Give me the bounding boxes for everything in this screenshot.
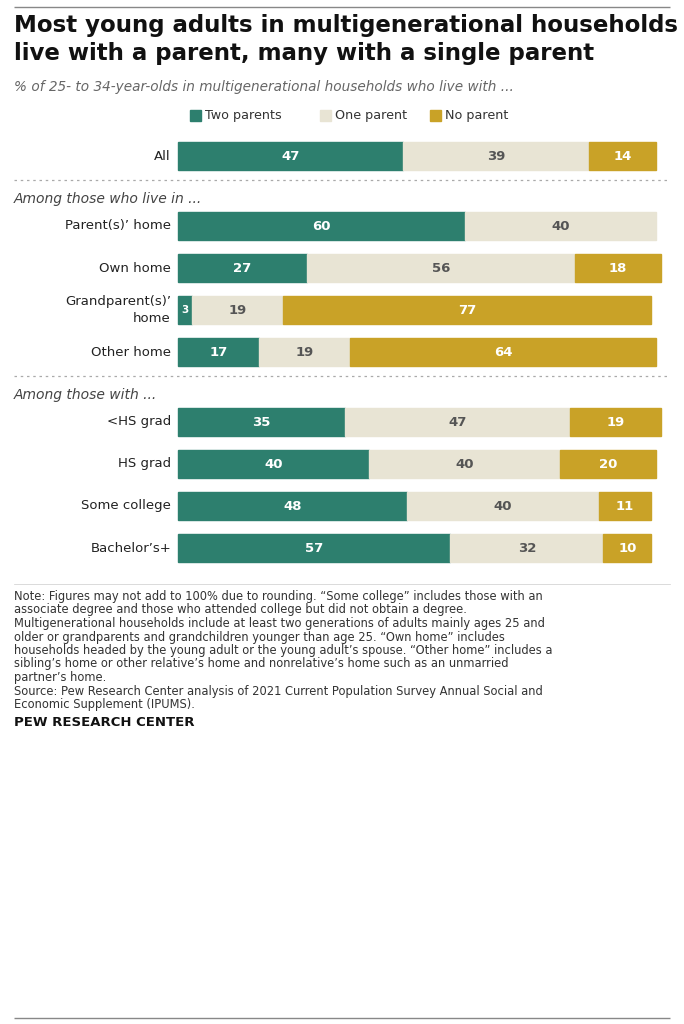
Text: 64: 64 (494, 345, 512, 358)
Text: Grandparent(s)’: Grandparent(s)’ (65, 296, 171, 308)
Text: 19: 19 (295, 345, 314, 358)
Text: Source: Pew Research Center analysis of 2021 Current Population Survey Annual So: Source: Pew Research Center analysis of … (14, 684, 542, 697)
Text: All: All (155, 150, 171, 163)
Text: 19: 19 (228, 303, 247, 316)
Bar (603, 534, 651, 562)
Text: Among those with ...: Among those with ... (14, 388, 157, 402)
Text: Parent(s)’ home: Parent(s)’ home (65, 219, 171, 232)
Bar (345, 408, 570, 436)
Bar (451, 534, 603, 562)
Bar (369, 450, 560, 478)
Text: 11: 11 (616, 500, 634, 512)
Text: Multigenerational households include at least two generations of adults mainly a: Multigenerational households include at … (14, 617, 545, 630)
Bar (259, 338, 350, 366)
Bar (178, 254, 307, 282)
Text: live with a parent, many with a single parent: live with a parent, many with a single p… (14, 42, 594, 65)
Bar (178, 212, 465, 240)
Text: 40: 40 (551, 219, 570, 232)
Text: 14: 14 (614, 150, 632, 163)
Text: HS grad: HS grad (118, 458, 171, 470)
Text: associate degree and those who attended college but did not obtain a degree.: associate degree and those who attended … (14, 603, 467, 616)
Bar (403, 142, 589, 170)
Bar (465, 212, 656, 240)
Bar (178, 408, 345, 436)
Text: 40: 40 (494, 500, 512, 512)
Text: % of 25- to 34-year-olds in multigenerational households who live with ...: % of 25- to 34-year-olds in multigenerat… (14, 80, 514, 94)
Text: 39: 39 (487, 150, 505, 163)
Text: home: home (133, 311, 171, 325)
Text: <HS grad: <HS grad (107, 416, 171, 428)
Text: 47: 47 (281, 150, 300, 163)
Text: No parent: No parent (445, 109, 508, 122)
Text: 17: 17 (209, 345, 228, 358)
Bar (178, 450, 369, 478)
Text: 10: 10 (618, 542, 637, 555)
Bar (307, 254, 575, 282)
Bar (575, 254, 661, 282)
Text: Other home: Other home (91, 345, 171, 358)
Text: Two parents: Two parents (205, 109, 282, 122)
Text: 35: 35 (252, 416, 271, 428)
Text: 48: 48 (283, 500, 302, 512)
Bar (178, 534, 451, 562)
Bar (320, 110, 331, 121)
Text: Most young adults in multigenerational households: Most young adults in multigenerational h… (14, 14, 678, 37)
Text: sibling’s home or other relative’s home and nonrelative’s home such as an unmarr: sibling’s home or other relative’s home … (14, 657, 508, 671)
Bar (283, 296, 651, 324)
Bar (178, 492, 408, 520)
Text: Among those who live in ...: Among those who live in ... (14, 193, 202, 206)
Text: 20: 20 (599, 458, 618, 470)
Bar (570, 408, 661, 436)
Text: older or grandparents and grandchildren younger than age 25. “Own home” includes: older or grandparents and grandchildren … (14, 631, 505, 643)
Text: Note: Figures may not add to 100% due to rounding. “Some college” includes those: Note: Figures may not add to 100% due to… (14, 590, 542, 603)
Text: 60: 60 (312, 219, 330, 232)
Bar (430, 110, 441, 121)
Text: 40: 40 (456, 458, 474, 470)
Text: 56: 56 (432, 261, 450, 274)
Bar (598, 492, 651, 520)
Text: 18: 18 (609, 261, 627, 274)
Text: 3: 3 (181, 305, 189, 315)
Bar (408, 492, 598, 520)
Text: 19: 19 (606, 416, 624, 428)
Text: One parent: One parent (335, 109, 407, 122)
Text: households headed by the young adult or the young adult’s spouse. “Other home” i: households headed by the young adult or … (14, 644, 553, 657)
Text: partner’s home.: partner’s home. (14, 671, 106, 684)
Bar (178, 142, 403, 170)
Text: Some college: Some college (81, 500, 171, 512)
Text: 32: 32 (518, 542, 536, 555)
Bar (178, 296, 192, 324)
Text: 27: 27 (233, 261, 252, 274)
Text: 47: 47 (449, 416, 466, 428)
Bar (589, 142, 656, 170)
Text: PEW RESEARCH CENTER: PEW RESEARCH CENTER (14, 716, 194, 728)
Bar (190, 110, 201, 121)
Text: 57: 57 (305, 542, 324, 555)
Text: 77: 77 (458, 303, 476, 316)
Text: Own home: Own home (99, 261, 171, 274)
Text: Bachelor’s+: Bachelor’s+ (90, 542, 171, 555)
Text: Economic Supplement (IPUMS).: Economic Supplement (IPUMS). (14, 698, 195, 711)
Bar (350, 338, 656, 366)
Bar (178, 338, 259, 366)
Text: 40: 40 (264, 458, 283, 470)
Bar (192, 296, 283, 324)
Bar (560, 450, 656, 478)
